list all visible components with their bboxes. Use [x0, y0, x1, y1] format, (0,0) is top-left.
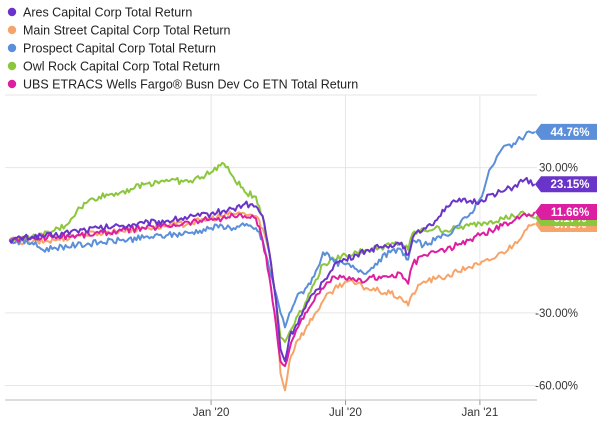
series-lines: [8, 130, 536, 392]
legend-marker: [7, 7, 17, 17]
legend-label[interactable]: UBS ETRACS Wells Fargo® Busn Dev Co ETN …: [23, 78, 358, 92]
end-value-tag-bg: [535, 123, 597, 140]
end-value-tag-bg: [535, 176, 597, 193]
legend-label[interactable]: Ares Capital Corp Total Return: [23, 6, 192, 20]
y-tick-label: -30.00%: [535, 308, 578, 320]
x-tick-label: Jul '20: [329, 407, 362, 419]
legend: Ares Capital Corp Total Return Main Stree…: [7, 6, 358, 92]
y-tick-label: -60.00%: [535, 380, 578, 392]
gridlines: [5, 94, 537, 400]
legend-marker: [7, 61, 17, 71]
legend-label[interactable]: Owl Rock Capital Corp Total Return: [23, 60, 220, 74]
end-value-tag: 23.15%: [535, 176, 597, 193]
y-tick-label: 30.00%: [539, 163, 578, 175]
end-value-tag: 11.66%: [535, 204, 597, 221]
end-labels: 23.15%6.72%44.76%9.17%11.66%: [535, 123, 597, 232]
legend-marker: [7, 25, 17, 35]
legend-label[interactable]: Main Street Capital Corp Total Return: [23, 24, 231, 38]
legend-marker: [7, 43, 17, 53]
x-tick-label: Jan '20: [193, 407, 230, 419]
series-line[interactable]: [9, 211, 536, 368]
end-value-label: 23.15%: [550, 179, 589, 191]
legend-marker: [7, 79, 17, 89]
end-value-label: 11.66%: [551, 207, 589, 219]
series-line[interactable]: [9, 161, 536, 343]
end-value-label: 44.76%: [550, 127, 589, 139]
series-line[interactable]: [8, 176, 536, 363]
end-value-tag-bg: [535, 204, 597, 221]
end-value-tag: 44.76%: [535, 123, 597, 140]
x-axis: Jan '20 Jul '20 Jan '21: [5, 399, 537, 419]
x-tick-label: Jan '21: [462, 407, 499, 419]
y-axis: 30.00% -30.00% -60.00%: [535, 163, 578, 393]
series-line[interactable]: [8, 130, 536, 329]
legend-label[interactable]: Prospect Capital Corp Total Return: [23, 42, 216, 56]
